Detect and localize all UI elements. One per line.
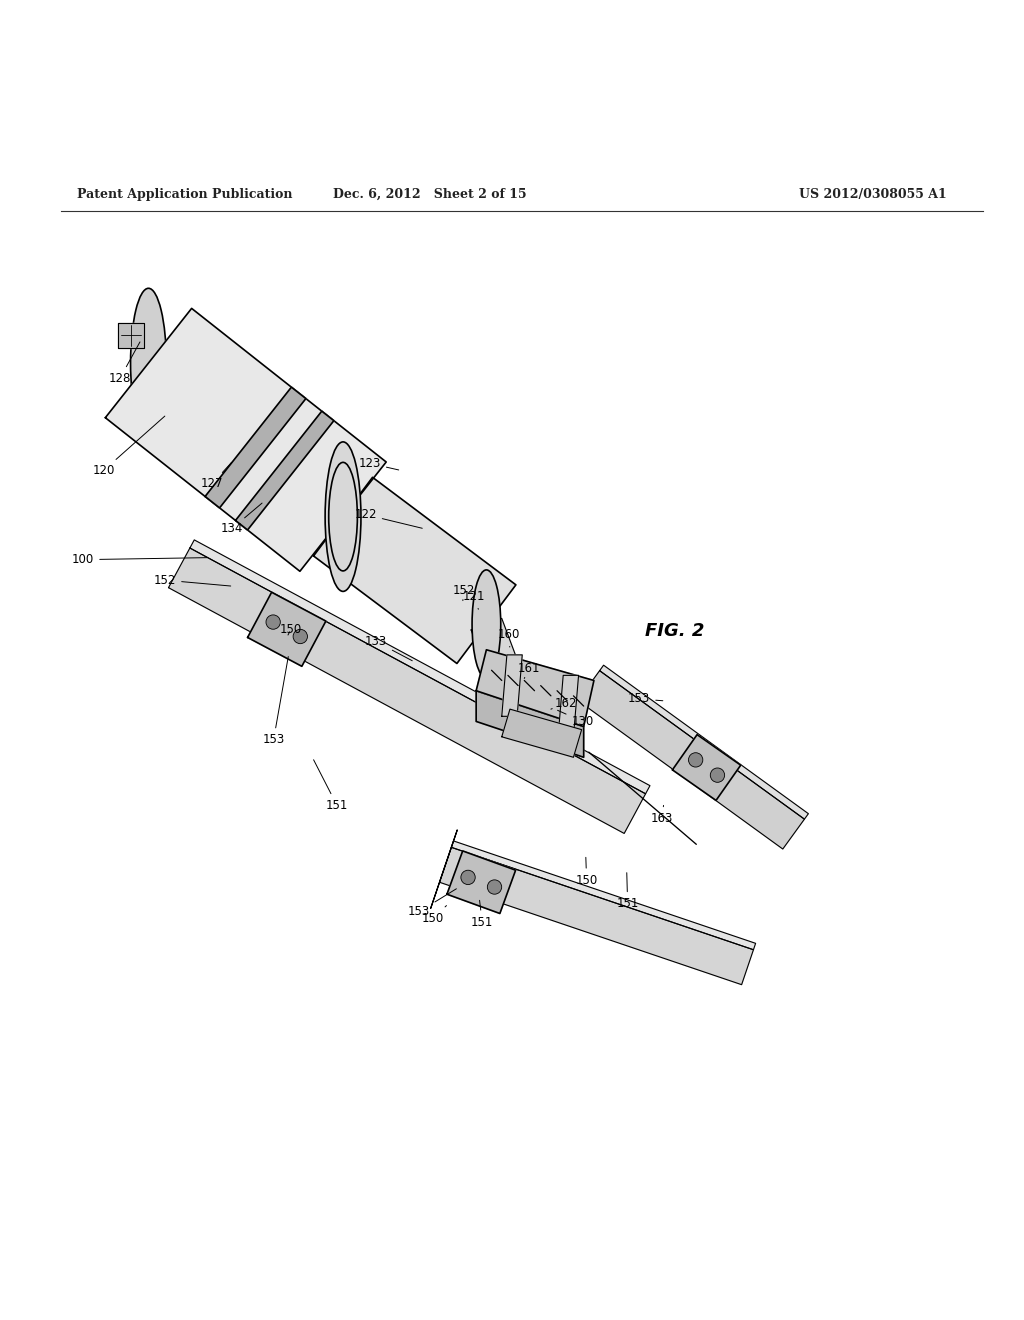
Polygon shape: [452, 841, 756, 950]
Polygon shape: [439, 847, 754, 985]
Circle shape: [711, 768, 725, 783]
Text: 160: 160: [498, 628, 520, 647]
Text: 151: 151: [313, 760, 348, 812]
Text: 153: 153: [408, 888, 457, 919]
Polygon shape: [118, 323, 144, 347]
Text: 130: 130: [557, 710, 594, 727]
Ellipse shape: [472, 570, 501, 678]
Polygon shape: [600, 665, 808, 820]
Text: 152: 152: [453, 583, 475, 601]
Circle shape: [461, 870, 475, 884]
Polygon shape: [169, 548, 645, 833]
Circle shape: [266, 615, 281, 630]
Text: 162: 162: [551, 697, 578, 710]
Text: 121: 121: [463, 590, 485, 610]
Text: 151: 151: [471, 900, 494, 929]
Text: FIG. 2: FIG. 2: [645, 622, 705, 640]
Polygon shape: [476, 649, 594, 726]
Text: US 2012/0308055 A1: US 2012/0308055 A1: [800, 187, 947, 201]
Text: 128: 128: [109, 342, 140, 385]
Text: 150: 150: [280, 623, 302, 636]
Polygon shape: [236, 411, 334, 529]
Ellipse shape: [326, 442, 361, 591]
Circle shape: [688, 752, 702, 767]
Text: 134: 134: [220, 503, 262, 536]
Polygon shape: [502, 709, 582, 758]
Text: 120: 120: [92, 416, 165, 477]
Polygon shape: [189, 540, 650, 793]
Polygon shape: [558, 676, 579, 737]
Polygon shape: [471, 618, 517, 671]
Polygon shape: [248, 593, 326, 667]
Text: 127: 127: [201, 462, 231, 490]
Circle shape: [487, 880, 502, 894]
Polygon shape: [205, 387, 306, 508]
Ellipse shape: [329, 462, 357, 572]
Text: 151: 151: [616, 873, 639, 911]
Text: 100: 100: [72, 553, 207, 566]
Text: 153: 153: [262, 656, 289, 746]
Text: 152: 152: [154, 574, 230, 586]
Text: Patent Application Publication: Patent Application Publication: [77, 187, 292, 201]
Text: 150: 150: [575, 857, 598, 887]
Ellipse shape: [131, 288, 166, 438]
Polygon shape: [502, 655, 522, 717]
Text: 133: 133: [365, 635, 413, 661]
Text: Dec. 6, 2012   Sheet 2 of 15: Dec. 6, 2012 Sheet 2 of 15: [333, 187, 527, 201]
Polygon shape: [313, 478, 516, 664]
Polygon shape: [673, 735, 740, 800]
Polygon shape: [446, 851, 516, 913]
Text: 163: 163: [650, 805, 673, 825]
Polygon shape: [431, 830, 458, 908]
Text: 122: 122: [354, 508, 422, 528]
Circle shape: [293, 630, 307, 644]
Text: 161: 161: [518, 661, 541, 678]
Text: 123: 123: [358, 457, 398, 470]
Polygon shape: [105, 309, 386, 572]
Text: 153: 153: [628, 693, 663, 705]
Text: 150: 150: [422, 906, 446, 924]
Polygon shape: [476, 690, 584, 758]
Polygon shape: [578, 671, 805, 849]
